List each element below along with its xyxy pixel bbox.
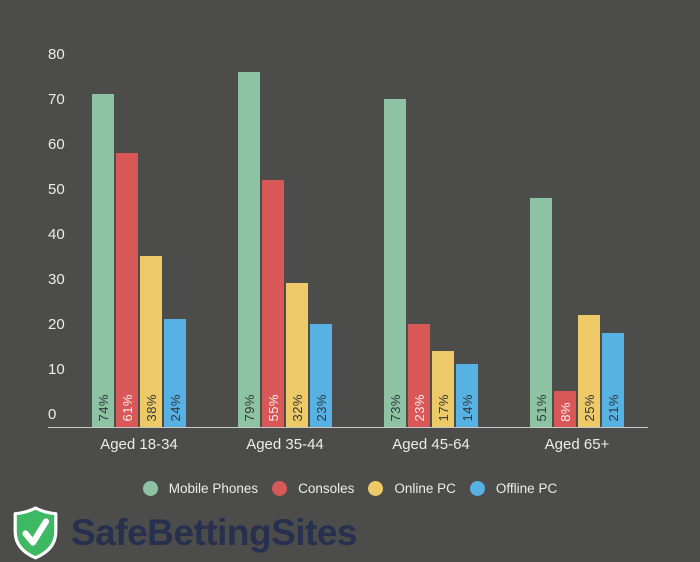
y-tick-label: 30 <box>48 271 65 288</box>
bar-value-label: 8% <box>557 402 573 422</box>
y-tick-label: 50 <box>48 181 65 198</box>
bar-value-label: 25% <box>581 394 597 422</box>
y-tick-label: 70 <box>48 91 65 108</box>
legend-label: Consoles <box>298 481 355 496</box>
legend-item-offline-pc: Offline PC <box>469 481 558 496</box>
bar-value-label: 14% <box>459 394 475 422</box>
x-category-label: Aged 45-64 <box>392 436 470 453</box>
legend-item-online-pc: Online PC <box>368 481 456 496</box>
bar-mobile-phones: 74% <box>92 94 114 427</box>
legend-item-mobile-phones: Mobile Phones <box>142 481 259 496</box>
bar-value-label: 23% <box>313 394 329 422</box>
y-tick-label: 60 <box>48 136 65 153</box>
bar-online-pc: 38% <box>140 256 162 427</box>
bar-mobile-phones: 51% <box>530 197 552 427</box>
x-category-label: Aged 18-34 <box>100 436 178 453</box>
brand-logo[interactable]: SafeBettingSites <box>13 506 358 560</box>
bar-consoles: 55% <box>262 179 284 427</box>
legend: Mobile Phones Consoles Online PC Offline PC <box>0 481 700 496</box>
y-tick-label: 20 <box>48 316 65 333</box>
bar-value-label: 79% <box>241 394 257 422</box>
bar-value-label: 21% <box>605 394 621 422</box>
bar-value-label: 55% <box>265 394 281 422</box>
bar-offline-pc: 14% <box>456 364 478 427</box>
legend-dot-icon <box>142 481 158 496</box>
brand-name: SafeBettingSites <box>71 512 358 553</box>
bar-value-label: 38% <box>143 394 159 422</box>
legend-dot-icon <box>368 481 384 496</box>
bar-online-pc: 17% <box>432 350 454 427</box>
bar-value-label: 61% <box>119 394 135 422</box>
bar-value-label: 73% <box>387 394 403 422</box>
bar-value-label: 17% <box>435 394 451 422</box>
bar-value-label: 51% <box>533 394 549 422</box>
bar-offline-pc: 24% <box>164 319 186 427</box>
y-tick-label: 80 <box>48 46 65 63</box>
bar-value-label: 24% <box>167 394 183 422</box>
legend-label: Online PC <box>394 481 456 496</box>
legend-label: Mobile Phones <box>168 481 259 496</box>
bar-offline-pc: 21% <box>602 332 624 427</box>
x-category-label: Aged 65+ <box>544 436 610 453</box>
bar-mobile-phones: 73% <box>384 98 406 427</box>
y-tick-label: 10 <box>48 361 65 378</box>
x-axis-line <box>48 427 648 428</box>
bar-value-label: 23% <box>411 394 427 422</box>
bar-online-pc: 32% <box>286 283 308 427</box>
legend-item-consoles: Consoles <box>272 481 354 496</box>
bar-value-label: 74% <box>95 394 111 422</box>
shield-check-icon <box>13 506 58 560</box>
legend-dot-icon <box>272 481 288 496</box>
legend-dot-icon <box>469 481 485 496</box>
bar-consoles: 8% <box>554 391 576 427</box>
bar-mobile-phones: 79% <box>238 71 260 427</box>
y-tick-label: 0 <box>48 406 57 423</box>
bar-offline-pc: 23% <box>310 323 332 427</box>
bar-consoles: 23% <box>408 323 430 427</box>
bar-value-label: 32% <box>289 394 305 422</box>
bar-consoles: 61% <box>116 152 138 427</box>
legend-label: Offline PC <box>495 481 558 496</box>
bar-online-pc: 25% <box>578 314 600 427</box>
y-tick-label: 40 <box>48 226 65 243</box>
x-category-label: Aged 35-44 <box>246 436 324 453</box>
